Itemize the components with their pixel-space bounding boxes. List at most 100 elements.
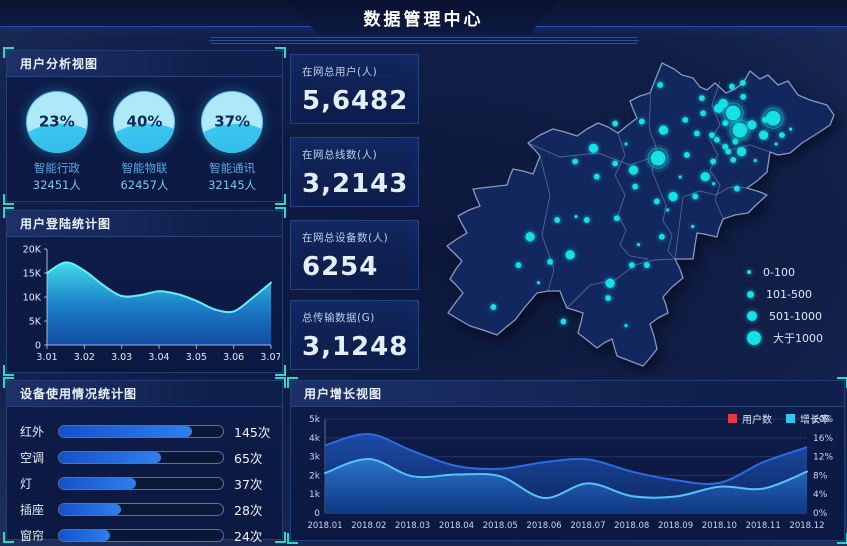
map-point[interactable] — [583, 217, 590, 223]
map-point[interactable] — [753, 158, 757, 163]
map-point[interactable] — [698, 95, 705, 102]
header-underline-decor — [208, 37, 639, 44]
map-point[interactable] — [560, 318, 567, 325]
map-point[interactable] — [693, 130, 700, 137]
map-point[interactable] — [666, 208, 670, 212]
map-point[interactable] — [605, 278, 615, 288]
map-point[interactable] — [732, 138, 739, 145]
map-point[interactable] — [643, 262, 650, 269]
map-point[interactable] — [565, 250, 575, 260]
map-point[interactable] — [593, 173, 600, 180]
map-point[interactable] — [515, 262, 522, 269]
map-point[interactable] — [747, 120, 757, 130]
map-point[interactable] — [490, 304, 497, 310]
map-point[interactable] — [730, 156, 737, 163]
device-bar-track — [58, 425, 224, 438]
map-point[interactable] — [710, 158, 717, 165]
map-point[interactable] — [779, 132, 785, 138]
map-point[interactable] — [740, 93, 747, 100]
map-point[interactable] — [789, 127, 793, 131]
map-legend-item[interactable]: 0-100 — [747, 261, 823, 283]
map-point[interactable] — [708, 132, 715, 138]
map-point[interactable] — [628, 165, 639, 175]
map-point[interactable] — [636, 243, 641, 247]
device-value: 37次 — [234, 477, 263, 492]
map-point[interactable] — [658, 233, 665, 240]
map-point[interactable] — [683, 151, 690, 158]
map-point[interactable] — [613, 215, 620, 222]
map-legend-item[interactable]: 501-1000 — [747, 305, 823, 327]
map-point[interactable] — [734, 185, 740, 192]
map-point[interactable] — [774, 142, 778, 146]
map-point[interactable] — [711, 182, 716, 186]
map-point[interactable] — [725, 105, 741, 121]
legend-label: 大于1000 — [773, 332, 823, 345]
map-point[interactable] — [691, 224, 695, 229]
map-point[interactable] — [628, 262, 635, 269]
map-point[interactable] — [713, 136, 720, 143]
map-point[interactable] — [765, 111, 781, 126]
map-point[interactable] — [722, 143, 729, 150]
device-bar-fill — [59, 452, 161, 463]
map-point[interactable] — [547, 258, 553, 265]
x-tick-label: 3.03 — [111, 352, 132, 363]
map-point[interactable] — [732, 122, 748, 138]
device-bar-track — [58, 477, 224, 490]
map-point[interactable] — [632, 183, 639, 190]
map-point[interactable] — [668, 191, 678, 202]
device-label: 插座 — [20, 503, 45, 517]
map-point[interactable] — [658, 125, 669, 135]
map-point[interactable] — [653, 198, 660, 205]
left-axis-tick: 0 — [314, 509, 320, 519]
map-point[interactable] — [638, 118, 645, 125]
map-point[interactable] — [605, 295, 611, 302]
map-point[interactable] — [574, 215, 578, 219]
page-title: 数据管理中心 — [363, 10, 484, 30]
x-tick-label: 3.04 — [148, 352, 169, 363]
map-point[interactable] — [657, 82, 664, 88]
map-point[interactable] — [700, 172, 710, 182]
map-point[interactable] — [554, 217, 561, 223]
map-point[interactable] — [761, 117, 768, 123]
growth-legend-item[interactable]: 增长率 — [786, 411, 830, 426]
map-point[interactable] — [759, 130, 769, 140]
map-point[interactable] — [739, 80, 746, 86]
map-point[interactable] — [572, 158, 579, 165]
map-point[interactable] — [713, 103, 724, 113]
map-point[interactable] — [624, 323, 628, 328]
map-point[interactable] — [612, 160, 619, 167]
map-point[interactable] — [682, 117, 689, 123]
map-legend-item[interactable]: 101-500 — [747, 283, 823, 305]
map-point[interactable] — [692, 193, 699, 200]
map-legend-item[interactable]: 大于1000 — [747, 327, 823, 349]
gauge-label: 智能行政 — [33, 161, 80, 175]
map-point[interactable] — [536, 281, 541, 285]
corner-accent — [3, 207, 14, 218]
gauge-count: 32451人 — [32, 178, 81, 192]
y-tick-label: 0 — [35, 341, 41, 352]
map-point[interactable] — [650, 150, 666, 166]
map-point[interactable] — [525, 232, 535, 242]
map-point[interactable] — [700, 110, 707, 117]
stat-label: 在网总线数(人) — [302, 149, 378, 161]
gauge-percent: 37% — [214, 112, 251, 131]
map-point[interactable] — [588, 143, 599, 153]
growth-legend-item[interactable]: 用户数 — [728, 411, 772, 426]
corner-accent — [275, 194, 286, 205]
map-point[interactable] — [736, 146, 747, 157]
map-point[interactable] — [624, 142, 628, 146]
map-point[interactable] — [678, 175, 682, 179]
map-point[interactable] — [725, 148, 732, 155]
device-bar-row: 红外 145次 — [20, 419, 272, 444]
map-point[interactable] — [722, 120, 729, 127]
map-scatter-points — [490, 80, 793, 328]
x-tick-label: 2018.01 — [307, 521, 342, 531]
panel-device-usage: 设备使用情况统计图 红外 145次 空调 65次灯 37次 插座 28次 窗帘 24次 — [3, 377, 286, 544]
stat-label: 在网总设备数(人) — [302, 232, 389, 244]
map-point[interactable] — [612, 120, 619, 127]
corner-accent — [275, 532, 286, 543]
device-bar-fill — [59, 530, 110, 541]
map-point[interactable] — [729, 83, 735, 90]
province-map — [446, 62, 835, 367]
growth-chart-legend: 用户数 增长率 — [728, 411, 830, 426]
